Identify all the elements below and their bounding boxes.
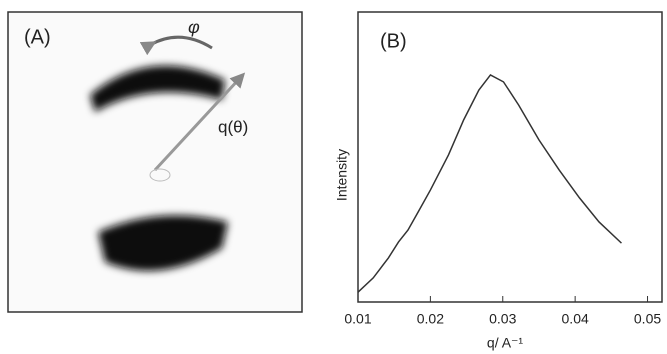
y-axis-label: Intensity bbox=[334, 149, 350, 201]
x-tick-label: 0.04 bbox=[562, 311, 589, 327]
x-axis-label: q/ A⁻¹ bbox=[487, 335, 524, 351]
figure: (A) φ q(θ) (B) Intensity q/ A⁻¹ 0.01 0.02… bbox=[0, 0, 667, 354]
plot-frame bbox=[358, 12, 662, 302]
annotation: φ bbox=[188, 17, 200, 37]
chart-title: (B) bbox=[380, 30, 407, 52]
annotation: q(θ) bbox=[218, 117, 248, 136]
panel-b: (B) Intensity q/ A⁻¹ 0.01 0.02 0.03 0.04 0.0… bbox=[334, 12, 662, 351]
x-tick-label: 0.01 bbox=[344, 311, 371, 327]
panel-a: (A) φ q(θ) bbox=[8, 12, 302, 312]
page: (A) φ q(θ) (B) Intensity q/ A⁻¹ 0.01 0.02… bbox=[0, 0, 667, 354]
x-tick-label: 0.02 bbox=[417, 311, 444, 327]
x-tick-label: 0.03 bbox=[489, 311, 516, 327]
panel-label: (A) bbox=[24, 26, 51, 48]
x-tick-label: 0.05 bbox=[634, 311, 661, 327]
line bbox=[358, 75, 621, 292]
